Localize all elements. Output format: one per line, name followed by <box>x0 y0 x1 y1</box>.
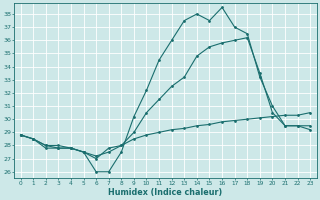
X-axis label: Humidex (Indice chaleur): Humidex (Indice chaleur) <box>108 188 222 197</box>
